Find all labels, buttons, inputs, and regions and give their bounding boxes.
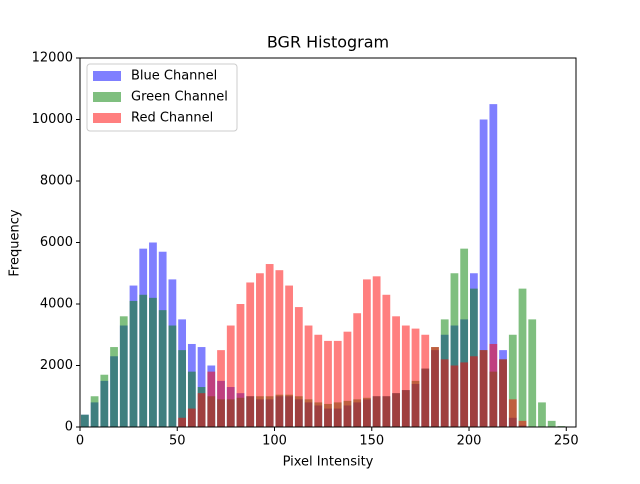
bar (80, 414, 89, 427)
y-tick-label: 0 (65, 420, 73, 435)
bar (304, 325, 313, 427)
bar (110, 347, 118, 427)
bar (158, 310, 167, 427)
bar (178, 350, 187, 427)
legend-label: Red Channel (131, 111, 213, 126)
bar (528, 319, 537, 427)
bar (119, 316, 128, 427)
bar (421, 334, 430, 427)
bar (508, 334, 517, 427)
bar (294, 307, 303, 427)
y-tick-label: 2000 (40, 358, 73, 373)
bar (246, 282, 255, 427)
bar (139, 294, 148, 427)
bar (256, 273, 264, 427)
bar (460, 248, 469, 427)
bar (207, 371, 216, 427)
y-tick-label: 12000 (32, 51, 73, 66)
bar (440, 359, 449, 427)
x-tick-label: 250 (554, 434, 579, 449)
bar (489, 343, 498, 427)
bar (333, 340, 342, 427)
y-axis-label: Frequency (8, 209, 23, 276)
bar (100, 374, 109, 427)
bar (343, 331, 352, 427)
bar (363, 279, 371, 427)
bar (285, 285, 293, 427)
bar (275, 270, 284, 427)
legend-label: Green Channel (131, 90, 228, 105)
bar (469, 356, 478, 427)
bar (411, 328, 420, 427)
bar (538, 402, 546, 427)
bar (392, 316, 400, 427)
x-axis-label: Pixel Intensity (283, 455, 374, 470)
legend-swatch (93, 92, 121, 102)
bar (479, 119, 488, 427)
bar (187, 371, 196, 427)
x-tick-label: 150 (359, 434, 384, 449)
bar (149, 297, 157, 427)
bar (129, 300, 138, 427)
y-tick-label: 4000 (40, 297, 73, 312)
bar (499, 359, 507, 427)
bar (217, 350, 225, 427)
legend-swatch (93, 113, 121, 123)
bar (226, 325, 235, 427)
bar (547, 420, 556, 427)
bar (353, 313, 362, 427)
y-tick-label: 8000 (40, 174, 73, 189)
x-tick-label: 200 (457, 434, 482, 449)
bar (450, 365, 459, 427)
bar (187, 408, 196, 427)
x-tick-label: 50 (169, 434, 186, 449)
x-tick-label: 100 (262, 434, 287, 449)
x-tick-label: 0 (76, 434, 84, 449)
bar (479, 350, 488, 427)
bar (324, 340, 332, 427)
bar (372, 276, 381, 427)
bar (508, 399, 517, 427)
bar (265, 264, 274, 427)
bar (401, 325, 410, 427)
bar (236, 304, 245, 427)
y-tick-label: 6000 (40, 235, 73, 250)
bar (489, 104, 498, 427)
bar (518, 420, 527, 427)
bar (518, 288, 527, 427)
legend-box (86, 63, 238, 132)
legend-label: Blue Channel (131, 69, 217, 84)
bar (431, 347, 439, 427)
bar (90, 396, 99, 427)
bar (450, 273, 459, 427)
bar (168, 325, 177, 427)
bar (197, 393, 206, 427)
legend: Blue Channel Green Channel Red Channel (86, 63, 238, 132)
bar (460, 362, 469, 427)
chart-title: BGR Histogram (267, 33, 389, 52)
y-tick-label: 10000 (32, 112, 73, 127)
bar (382, 294, 391, 427)
bar (314, 334, 323, 427)
bar (178, 417, 187, 427)
legend-swatch (93, 71, 121, 81)
